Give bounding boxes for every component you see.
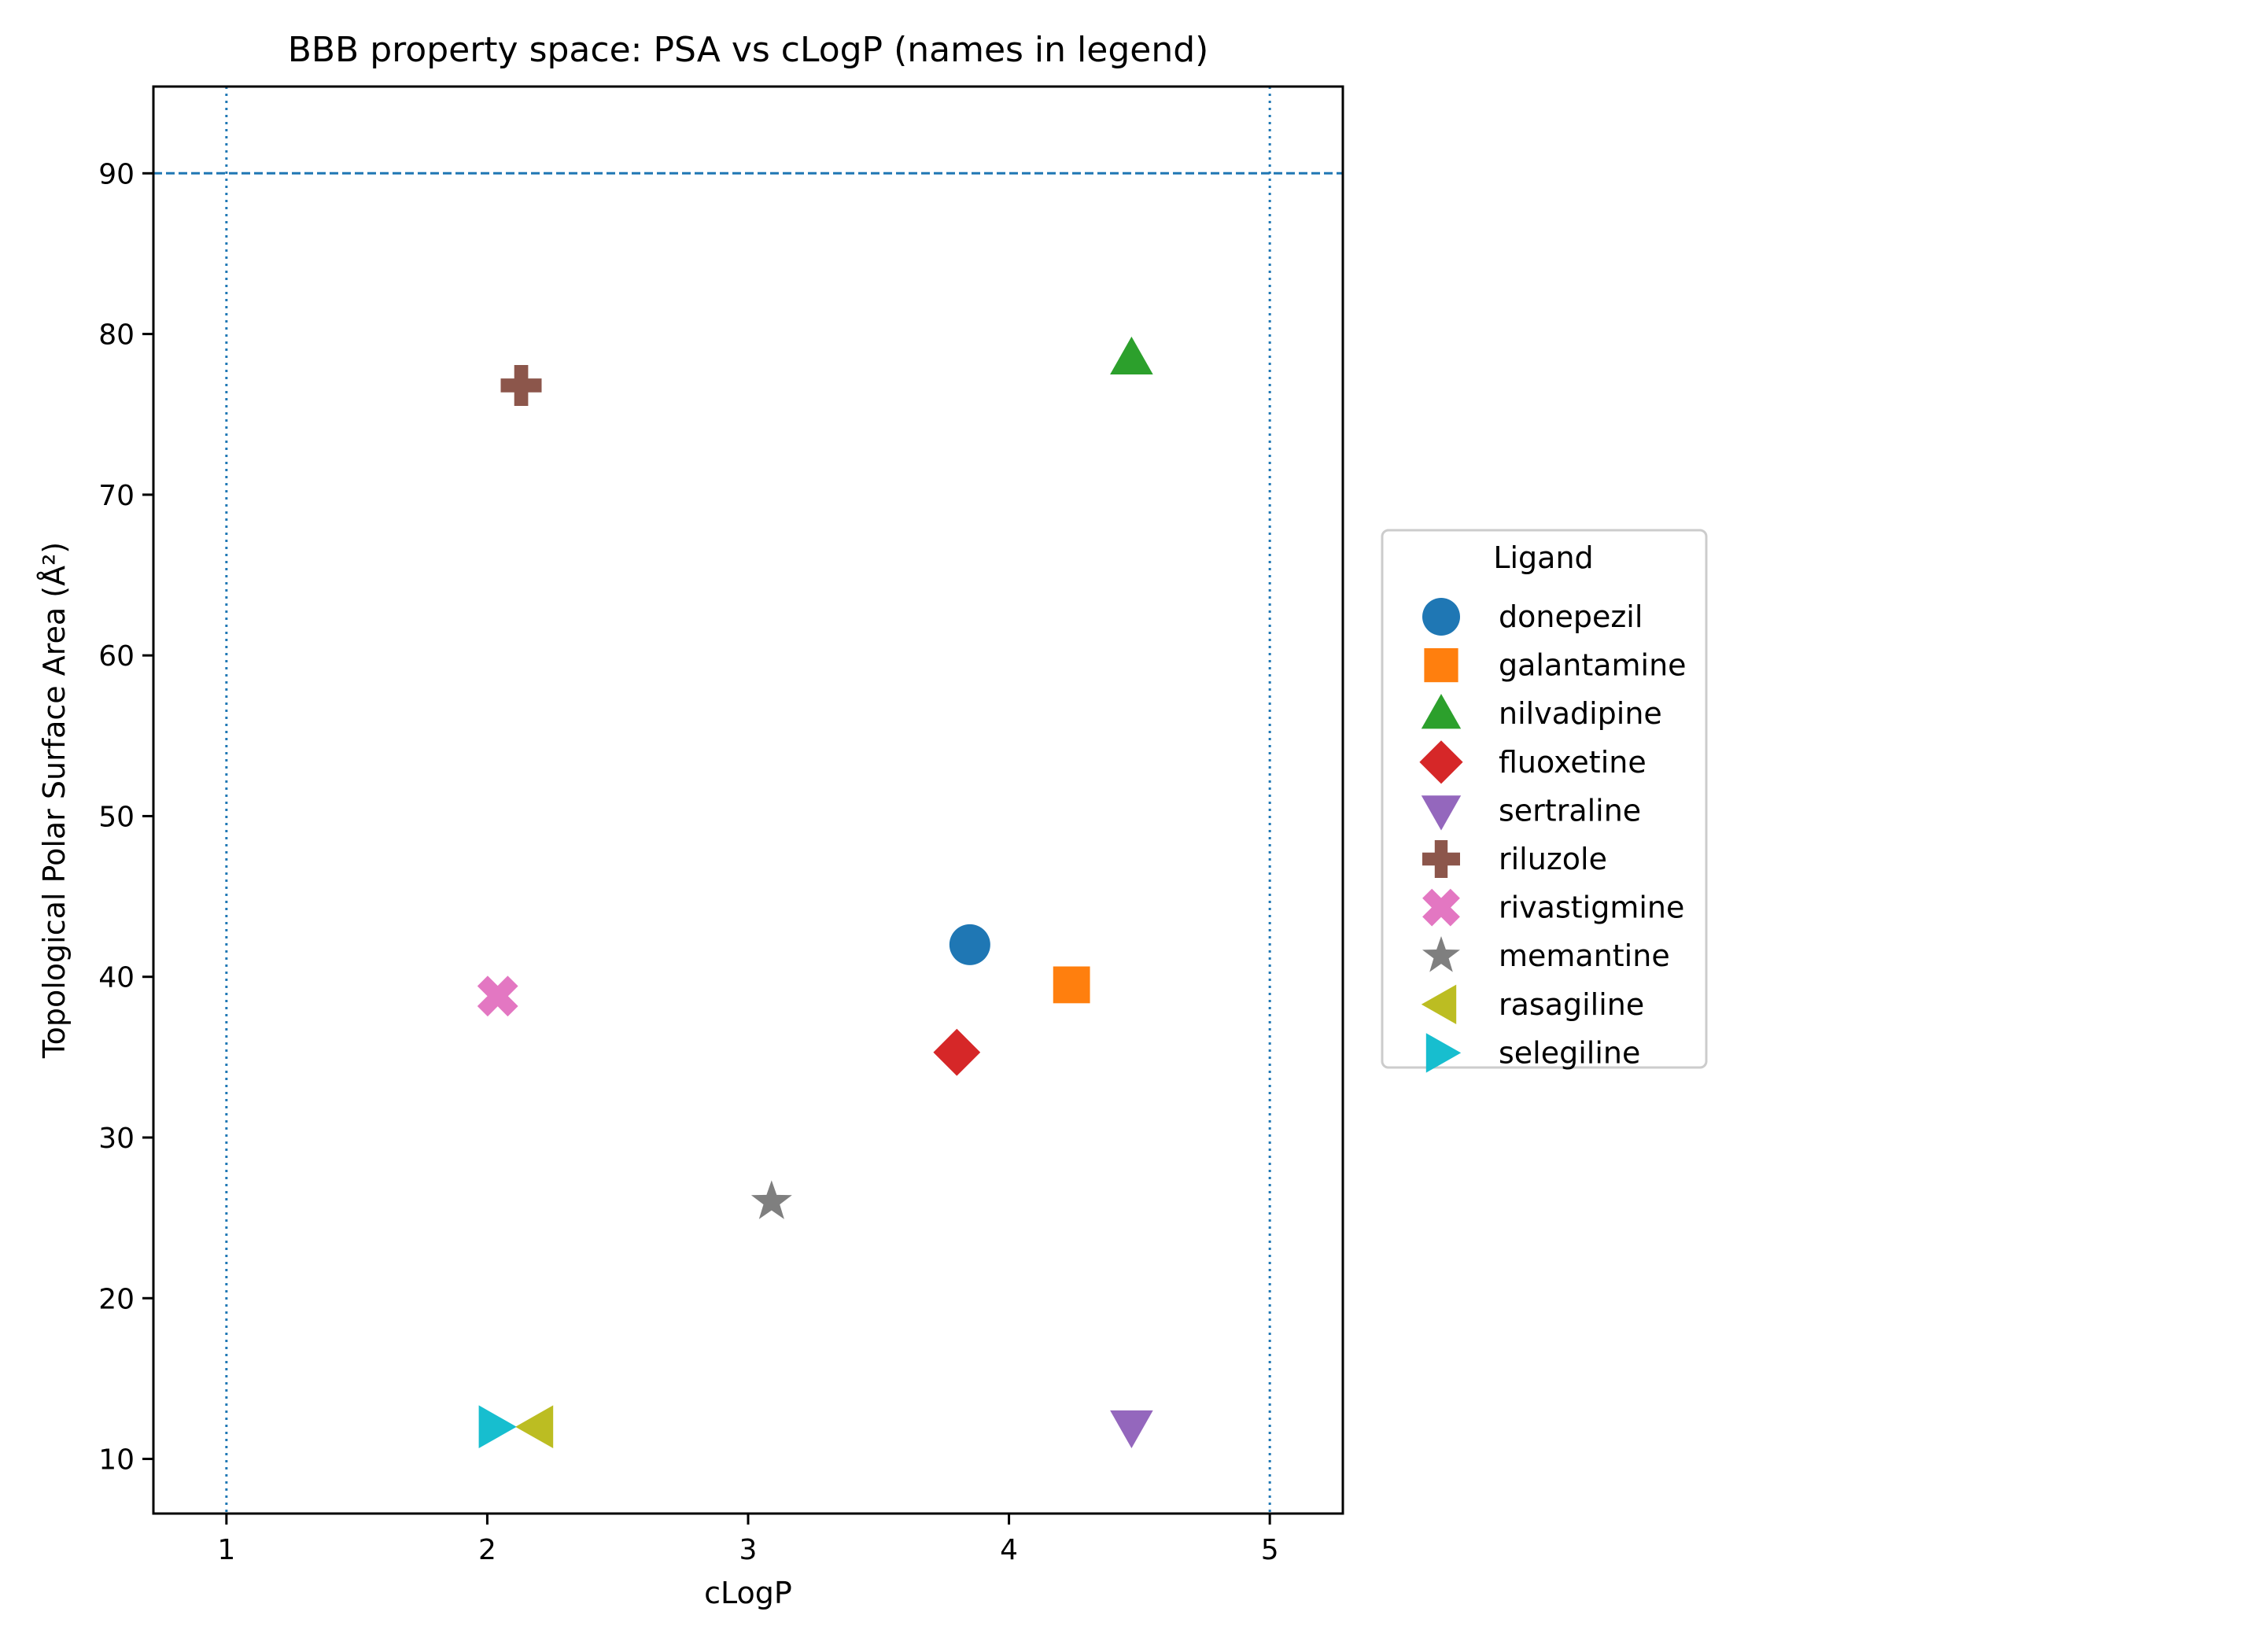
legend-label: sertraline xyxy=(1499,793,1641,828)
data-point-selegiline xyxy=(478,1405,517,1448)
legend-marker-galantamine xyxy=(1424,648,1458,683)
legend-label: nilvadipine xyxy=(1499,696,1662,731)
chart-title: BBB property space: PSA vs cLogP (names … xyxy=(288,30,1209,70)
legend-frame xyxy=(1381,529,1708,1069)
y-tick-label: 30 xyxy=(98,1123,135,1155)
y-axis-ticks: 10 20 30 40 50 60 70 80 90 xyxy=(98,158,153,1477)
data-point-sertraline xyxy=(1110,1410,1153,1448)
legend-label: rivastigmine xyxy=(1499,891,1684,925)
legend-label: galantamine xyxy=(1499,648,1687,683)
legend-marker-donepezil xyxy=(1422,598,1460,636)
y-tick-label: 70 xyxy=(98,480,135,512)
x-axis-label: cLogP xyxy=(704,1576,792,1610)
legend-marker-nilvadipine xyxy=(1421,694,1462,729)
x-tick-label: 3 xyxy=(739,1534,758,1566)
x-axis-ticks: 1 2 3 4 5 xyxy=(217,1514,1279,1566)
data-point-rasagiline xyxy=(515,1405,554,1448)
legend-label: selegiline xyxy=(1499,1035,1640,1070)
y-tick-label: 50 xyxy=(98,801,135,833)
legend-marker-fluoxetine xyxy=(1419,740,1463,784)
data-point-galantamine xyxy=(1053,966,1090,1004)
data-point-nilvadipine xyxy=(1110,336,1153,374)
reference-lines xyxy=(153,87,1343,1514)
legend-marker-memantine xyxy=(1422,936,1460,972)
data-point-donepezil xyxy=(949,924,990,965)
x-tick-label: 4 xyxy=(1000,1534,1018,1566)
y-tick-label: 40 xyxy=(98,962,135,994)
x-tick-label: 5 xyxy=(1261,1534,1279,1566)
legend-label: riluzole xyxy=(1499,842,1607,876)
legend-label: fluoxetine xyxy=(1499,745,1646,780)
legend-marker-sertraline xyxy=(1421,795,1462,831)
data-point-rivastigmine xyxy=(477,975,518,1017)
legend: Ligand donepezil galantamine nilvadipine fl… xyxy=(1381,529,1708,1073)
data-point-riluzole xyxy=(500,365,542,406)
plot-area-frame xyxy=(152,85,1344,1515)
legend-title: Ligand xyxy=(1493,540,1593,575)
legend-label: memantine xyxy=(1499,938,1670,973)
y-tick-label: 60 xyxy=(98,640,135,673)
legend-label: rasagiline xyxy=(1499,987,1644,1022)
legend-marker-rasagiline xyxy=(1421,984,1457,1024)
y-tick-label: 20 xyxy=(98,1283,135,1315)
y-axis-label: Topological Polar Surface Area (Å²) xyxy=(37,542,72,1059)
y-tick-label: 10 xyxy=(98,1444,135,1477)
x-tick-label: 1 xyxy=(217,1534,235,1566)
legend-items: donepezil galantamine nilvadipine fluoxetin… xyxy=(1419,598,1687,1073)
legend-marker-rivastigmine xyxy=(1422,888,1460,927)
data-point-memantine xyxy=(750,1180,792,1219)
data-point-fluoxetine xyxy=(933,1028,981,1076)
legend-marker-riluzole xyxy=(1422,840,1460,878)
data-points xyxy=(477,336,1153,1448)
legend-label: donepezil xyxy=(1499,599,1643,634)
x-tick-label: 2 xyxy=(478,1534,496,1566)
y-tick-label: 90 xyxy=(98,158,135,190)
legend-marker-selegiline xyxy=(1425,1033,1462,1073)
y-tick-label: 80 xyxy=(98,319,135,352)
